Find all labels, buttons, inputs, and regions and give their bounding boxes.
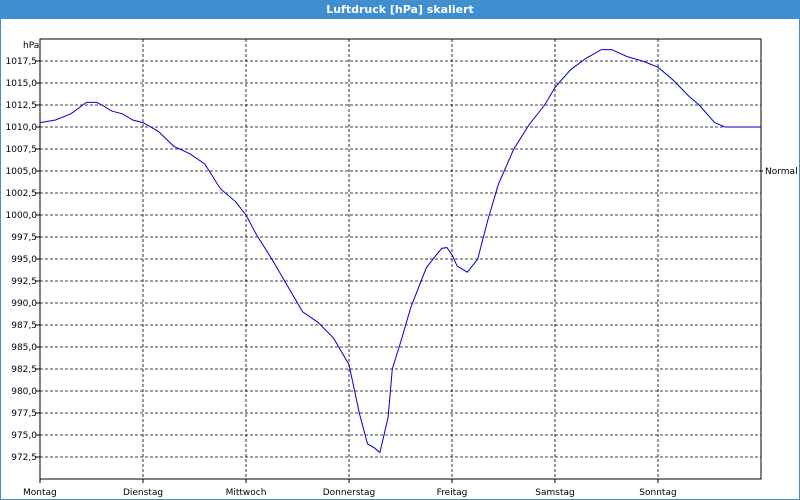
y-tick-label: 980,0 [11, 387, 37, 397]
y-tick-label: 995,0 [11, 255, 37, 265]
window-title: Luftdruck [hPa] skaliert [1, 1, 799, 19]
x-tick-day-label: Montag [23, 488, 57, 498]
y-tick-label: 1015,0 [6, 79, 38, 89]
y-tick-label: 1007,5 [6, 145, 38, 155]
y-tick-label: 987,5 [11, 321, 37, 331]
y-tick-label: 990,0 [11, 299, 37, 309]
y-axis-label: hPa [23, 41, 39, 51]
x-tick-day-label: Mittwoch [226, 488, 267, 498]
reference-label: Normal [765, 167, 798, 177]
y-tick-label: 997,5 [11, 233, 37, 243]
y-tick-label: 1000,0 [6, 211, 38, 221]
y-tick-label: 1012,5 [6, 101, 38, 111]
x-tick-day-label: Sonntag [639, 488, 676, 498]
pressure-chart: hPa 972,5 975,0 977,5 980,0 982,5 985,0 987,5 9… [6, 38, 798, 498]
pressure-series-line [39, 49, 761, 454]
x-tick-day-label: Dienstag [123, 488, 163, 498]
y-tick-label: 975,0 [11, 431, 37, 441]
x-tick-day-label: Samstag [535, 488, 574, 498]
y-tick-label: 985,0 [11, 343, 37, 353]
y-tick-label: 1010,0 [6, 123, 38, 133]
y-tick-label: 972,5 [11, 453, 37, 463]
y-tick-label: 982,5 [11, 365, 37, 375]
y-tick-label: 1005,0 [6, 167, 38, 177]
y-tick-label: 1002,5 [6, 189, 38, 199]
x-tick-day-label: Donnerstag [323, 488, 376, 498]
y-tick-label: 977,5 [11, 409, 37, 419]
y-tick-label: 992,5 [11, 277, 37, 287]
y-tick-label: 1017,5 [6, 57, 38, 67]
plot-area-border [39, 38, 762, 480]
x-tick-day-label: Freitag [437, 488, 468, 498]
